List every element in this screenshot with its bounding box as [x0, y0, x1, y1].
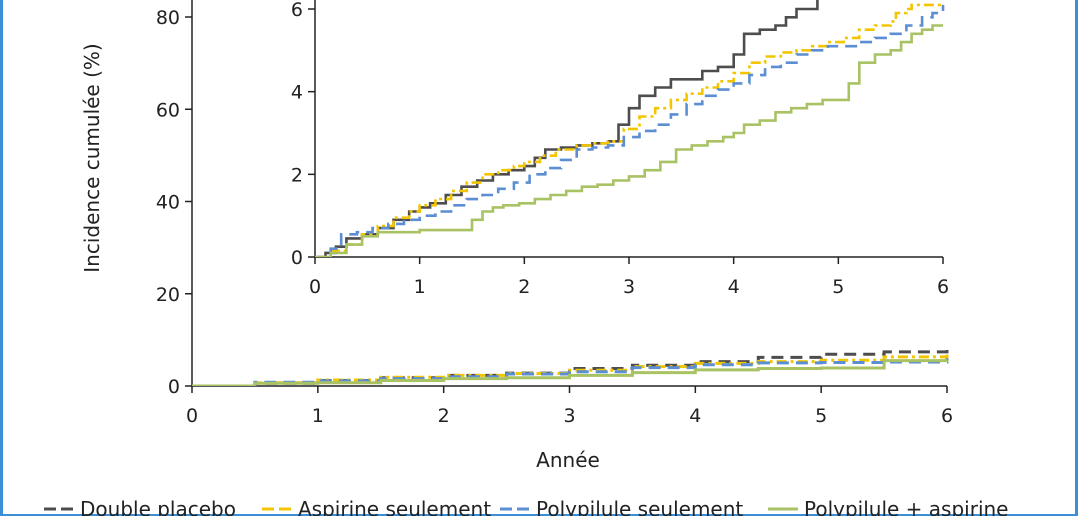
x-tick-label: 3	[623, 276, 635, 298]
x-tick-label: 4	[728, 276, 740, 298]
x-tick-label: 0	[186, 405, 198, 427]
series-line-polypilule-aspirine	[315, 24, 943, 257]
series-line-polypilule-seulement	[192, 358, 949, 386]
x-tick-label: 5	[815, 405, 827, 427]
y-tick-label: 0	[291, 247, 303, 269]
series-line-aspirine-seulement	[315, 3, 943, 257]
legend-label: Polypilule seulement	[536, 497, 743, 516]
x-tick-label: 1	[414, 276, 426, 298]
series-line-polypilule-aspirine	[192, 359, 949, 386]
y-axis-label: Incidence cumulée (%)	[80, 43, 104, 272]
legend-label: Polypilule + aspirine	[804, 497, 1008, 516]
x-tick-label: 5	[832, 276, 844, 298]
x-tick-label: 2	[518, 276, 530, 298]
x-tick-label: 6	[937, 276, 949, 298]
y-tick-label: 20	[156, 284, 180, 306]
series-line-double-placebo	[315, 0, 819, 257]
x-tick-label: 4	[689, 405, 701, 427]
x-tick-label: 1	[312, 405, 324, 427]
y-tick-label: 6	[291, 0, 303, 21]
x-tick-label: 2	[438, 405, 450, 427]
x-tick-label: 0	[309, 276, 321, 298]
y-tick-label: 0	[168, 376, 180, 398]
x-tick-label: 3	[563, 405, 575, 427]
legend-label: Double placebo	[80, 497, 236, 516]
inset-plot: 0 1 2 3 4 5 6 0 2 4 6	[291, 0, 949, 298]
legend-label: Aspirine seulement	[298, 497, 491, 516]
x-tick-label: 6	[941, 405, 953, 427]
y-tick-label: 4	[291, 82, 303, 104]
y-tick-label: 60	[156, 99, 180, 121]
y-tick-label: 2	[291, 164, 303, 186]
x-axis-label: Année	[536, 448, 600, 472]
series-line-polypilule-seulement	[315, 4, 945, 257]
y-tick-label: 80	[156, 7, 180, 29]
legend: Double placebo Aspirine seulement Polypilu…	[44, 497, 1008, 516]
y-tick-label: 40	[156, 192, 180, 214]
